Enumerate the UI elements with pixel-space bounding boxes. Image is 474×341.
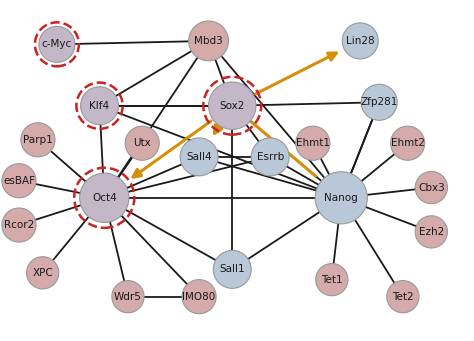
Text: Wdr5: Wdr5 xyxy=(114,292,142,302)
Ellipse shape xyxy=(80,173,129,222)
Ellipse shape xyxy=(27,257,59,289)
Text: Sall1: Sall1 xyxy=(219,264,245,275)
Text: Tet1: Tet1 xyxy=(321,275,343,285)
Ellipse shape xyxy=(81,87,118,125)
Ellipse shape xyxy=(182,280,216,314)
Text: Rcor2: Rcor2 xyxy=(4,220,34,230)
Text: Klf4: Klf4 xyxy=(90,101,109,111)
Ellipse shape xyxy=(391,126,425,160)
Text: Cbx3: Cbx3 xyxy=(418,182,445,193)
Ellipse shape xyxy=(189,21,228,61)
Text: Ehmt1: Ehmt1 xyxy=(296,138,330,148)
Ellipse shape xyxy=(180,138,218,176)
Text: Oct4: Oct4 xyxy=(92,193,117,203)
Ellipse shape xyxy=(361,84,397,120)
Ellipse shape xyxy=(213,250,251,288)
Text: Mbd3: Mbd3 xyxy=(194,36,223,46)
Ellipse shape xyxy=(342,23,378,59)
Text: Tet2: Tet2 xyxy=(392,292,414,302)
Ellipse shape xyxy=(251,138,289,176)
Text: Lin28: Lin28 xyxy=(346,36,374,46)
Text: Parp1: Parp1 xyxy=(23,135,53,145)
Text: Utx: Utx xyxy=(133,138,151,148)
Text: Ehmt2: Ehmt2 xyxy=(391,138,425,148)
Ellipse shape xyxy=(415,172,447,204)
Ellipse shape xyxy=(21,123,55,157)
Text: Sall4: Sall4 xyxy=(186,152,212,162)
Ellipse shape xyxy=(2,164,36,198)
Ellipse shape xyxy=(112,281,144,313)
Ellipse shape xyxy=(39,26,75,62)
Text: XPC: XPC xyxy=(32,268,53,278)
Ellipse shape xyxy=(296,126,330,160)
Ellipse shape xyxy=(209,82,256,130)
Text: Ezh2: Ezh2 xyxy=(419,227,444,237)
Ellipse shape xyxy=(2,208,36,242)
Ellipse shape xyxy=(415,216,447,248)
Text: c-Myc: c-Myc xyxy=(42,39,72,49)
Text: Nanog: Nanog xyxy=(324,193,358,203)
Text: Zfp281: Zfp281 xyxy=(361,97,398,107)
Text: Sox2: Sox2 xyxy=(219,101,245,111)
Ellipse shape xyxy=(125,126,159,160)
Ellipse shape xyxy=(316,264,348,296)
Text: IMO80: IMO80 xyxy=(182,292,216,302)
Text: esBAF: esBAF xyxy=(3,176,35,186)
Text: Esrrb: Esrrb xyxy=(256,152,284,162)
Ellipse shape xyxy=(387,281,419,313)
Ellipse shape xyxy=(315,172,367,224)
